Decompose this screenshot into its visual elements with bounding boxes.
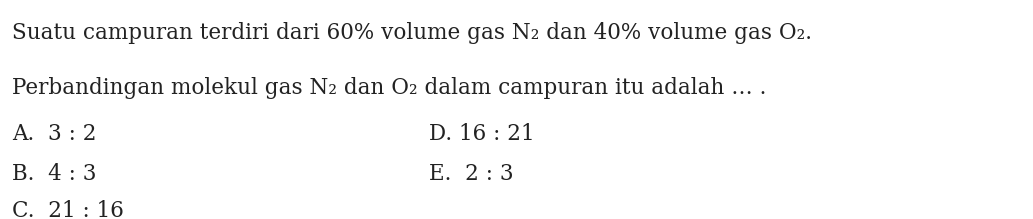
Text: E.  2 : 3: E. 2 : 3 [429, 162, 513, 185]
Text: A.  3 : 2: A. 3 : 2 [12, 123, 97, 145]
Text: D. 16 : 21: D. 16 : 21 [429, 123, 534, 145]
Text: C.  21 : 16: C. 21 : 16 [12, 200, 124, 219]
Text: Suatu campuran terdiri dari 60% volume gas N₂ dan 40% volume gas O₂.: Suatu campuran terdiri dari 60% volume g… [12, 22, 812, 44]
Text: Perbandingan molekul gas N₂ dan O₂ dalam campuran itu adalah … .: Perbandingan molekul gas N₂ dan O₂ dalam… [12, 77, 766, 99]
Text: B.  4 : 3: B. 4 : 3 [12, 162, 97, 185]
